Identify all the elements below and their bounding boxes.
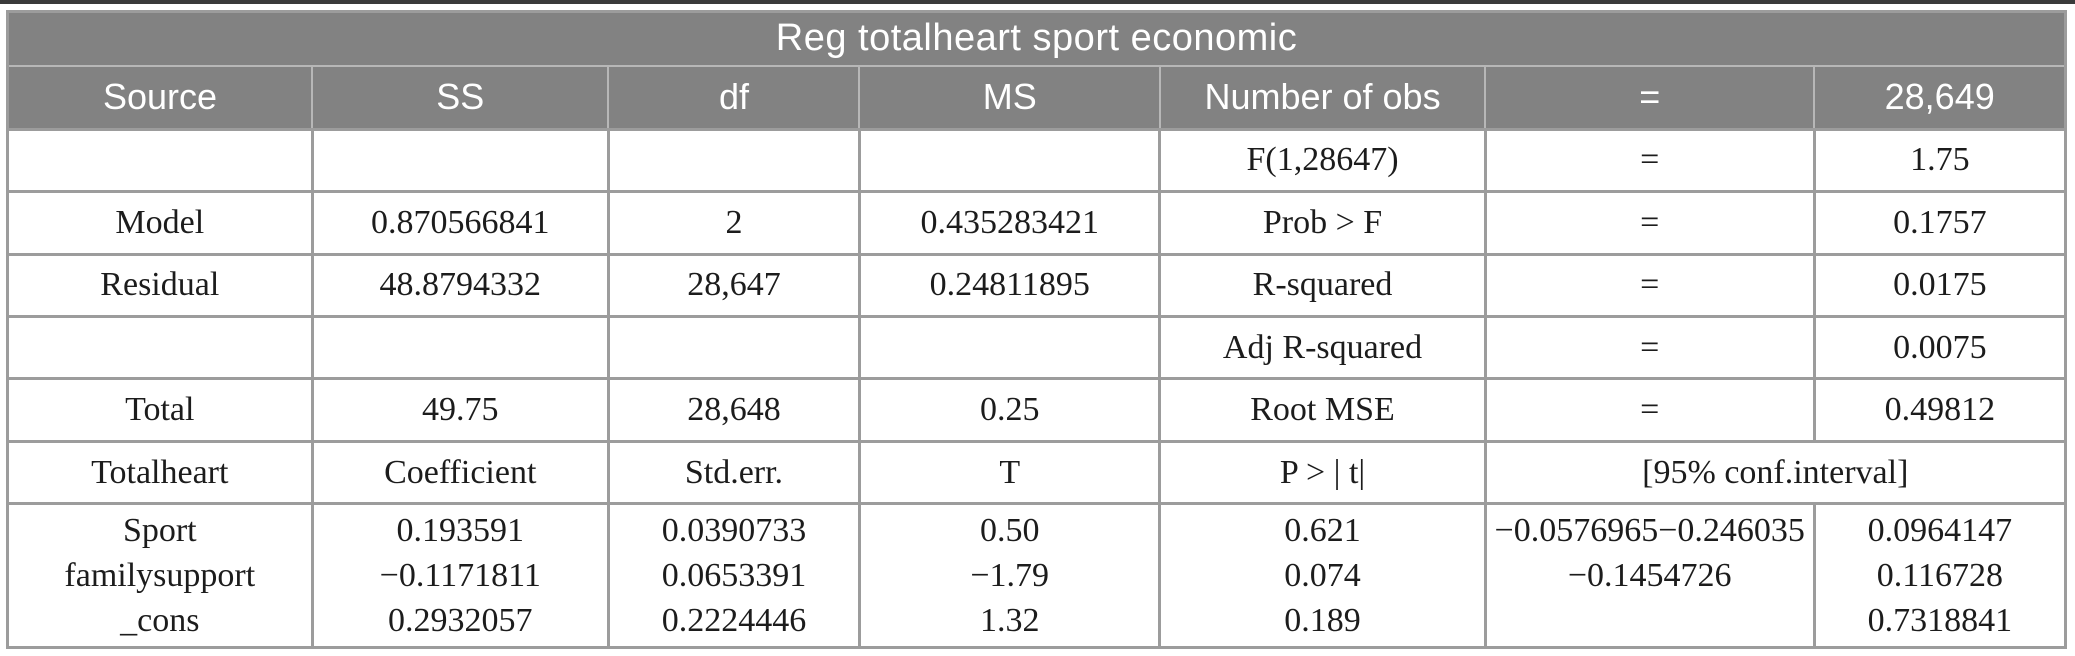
- col-header-obs-value: 28,649: [1813, 64, 2067, 131]
- cell-source: [6, 127, 314, 194]
- cell-stat-value: 0.1757: [1812, 190, 2068, 256]
- coef-header-row: Totalheart Coefficient Std.err. T P > | …: [6, 439, 2068, 506]
- coef-header-t: T: [857, 439, 1162, 506]
- p-value: 0.074: [1284, 557, 1361, 595]
- col-header-df: df: [607, 64, 861, 131]
- t-value: 0.50: [979, 512, 1040, 550]
- coef-value: 0.193591: [396, 512, 525, 550]
- table-row-adj-rsquared: Adj R-squared = 0.0075: [6, 314, 2068, 381]
- cell-equals: =: [1483, 252, 1816, 318]
- cell-stat-label: F(1,28647): [1158, 127, 1487, 194]
- cell-stat-value: 0.0075: [1812, 314, 2068, 381]
- coef-variable-name: familysupport: [64, 557, 256, 595]
- cell-source: Model: [6, 190, 314, 256]
- cell-equals: =: [1483, 377, 1816, 443]
- cell-df: [606, 314, 861, 381]
- conf-lower-value: −0.1454726: [1567, 557, 1732, 595]
- stderr-value: 0.0653391: [661, 557, 807, 595]
- coef-value: −0.1171811: [379, 557, 541, 595]
- cell-stat-label: Adj R-squared: [1158, 314, 1487, 381]
- cell-stat-value: 1.75: [1812, 127, 2068, 194]
- cell-equals: =: [1483, 127, 1816, 194]
- cell-df: 28,647: [606, 252, 861, 318]
- cell-ms: 0.24811895: [857, 252, 1162, 318]
- cell-ss: 0.870566841: [310, 190, 610, 256]
- cell-stat-value: 0.49812: [1812, 377, 2068, 443]
- cell-source: Total: [6, 377, 314, 443]
- regression-table: Reg totalheart sport economic Source SS …: [6, 10, 2068, 649]
- stderr-value: 0.0390733: [661, 512, 807, 550]
- conf-upper-value: 0.0964147: [1867, 512, 2013, 550]
- coef-header-depvar: Totalheart: [6, 439, 314, 506]
- table-row-fstat: F(1,28647) = 1.75: [6, 127, 2068, 194]
- cell-df: 2: [606, 190, 861, 256]
- cell-ss: [310, 314, 610, 381]
- cell-df: [606, 127, 861, 194]
- coef-header-conf-interval: [95% conf.interval]: [1483, 439, 2068, 506]
- cell-source: [6, 314, 314, 381]
- conf-lower-value: −0.0576965−0.246035: [1494, 512, 1805, 550]
- cell-ms: 0.25: [857, 377, 1162, 443]
- coef-variable-name: _cons: [120, 602, 200, 640]
- coefficient-block-row: Sport familysupport _cons 0.193591 −0.11…: [6, 502, 2068, 649]
- cell-stat-label: R-squared: [1158, 252, 1487, 318]
- cell-ms: [857, 314, 1162, 381]
- t-value: −1.79: [970, 557, 1050, 595]
- regression-table-container: Reg totalheart sport economic Source SS …: [6, 10, 2068, 649]
- coef-col-stderr: 0.0390733 0.0653391 0.2224446: [606, 502, 861, 649]
- conf-upper-value: 0.116728: [1876, 557, 2004, 595]
- top-rule-line: [0, 0, 2075, 4]
- col-header-ms: MS: [858, 64, 1161, 131]
- table-row-residual: Residual 48.8794332 28,647 0.24811895 R-…: [6, 252, 2068, 318]
- col-header-number-of-obs: Number of obs: [1158, 64, 1487, 131]
- coef-col-variable: Sport familysupport _cons: [6, 502, 314, 649]
- cell-equals: =: [1483, 314, 1816, 381]
- col-header-equals: =: [1484, 64, 1816, 131]
- cell-stat-label: Root MSE: [1158, 377, 1487, 443]
- table-title: Reg totalheart sport economic: [6, 10, 2067, 67]
- conf-lower-value: [1493, 598, 1807, 643]
- p-value: 0.189: [1284, 602, 1361, 640]
- cell-df: 28,648: [606, 377, 861, 443]
- t-value: 1.32: [979, 602, 1040, 640]
- cell-ss: [310, 127, 610, 194]
- table-row-total: Total 49.75 28,648 0.25 Root MSE = 0.498…: [6, 377, 2068, 443]
- coef-header-pvalue: P > | t|: [1158, 439, 1487, 506]
- cell-stat-label: Prob > F: [1158, 190, 1487, 256]
- cell-equals: =: [1483, 190, 1816, 256]
- cell-stat-value: 0.0175: [1812, 252, 2068, 318]
- coef-header-coefficient: Coefficient: [310, 439, 610, 506]
- coef-value: 0.2932057: [388, 602, 533, 640]
- coef-variable-name: Sport: [122, 512, 197, 550]
- cell-ss: 49.75: [310, 377, 610, 443]
- stderr-value: 0.2224446: [661, 602, 807, 640]
- cell-ms: 0.435283421: [857, 190, 1162, 256]
- coef-header-stderr: Std.err.: [606, 439, 861, 506]
- cell-source: Residual: [6, 252, 314, 318]
- coef-col-conf-upper: 0.0964147 0.116728 0.7318841: [1812, 502, 2068, 649]
- cell-ss: 48.8794332: [310, 252, 610, 318]
- coef-col-pvalue: 0.621 0.074 0.189: [1158, 502, 1487, 649]
- coef-col-t: 0.50 −1.79 1.32: [857, 502, 1162, 649]
- coef-col-coefficient: 0.193591 −0.1171811 0.2932057: [310, 502, 610, 649]
- table-row-model: Model 0.870566841 2 0.435283421 Prob > F…: [6, 190, 2068, 256]
- conf-upper-value: 0.7318841: [1867, 602, 2013, 640]
- p-value: 0.621: [1284, 512, 1361, 550]
- col-header-source: Source: [6, 64, 314, 131]
- column-header-row: Source SS df MS Number of obs = 28,649: [6, 64, 2067, 131]
- table-title-row: Reg totalheart sport economic: [6, 10, 2067, 67]
- cell-ms: [857, 127, 1162, 194]
- col-header-ss: SS: [311, 64, 610, 131]
- coef-col-conf-lower: −0.0576965−0.246035 −0.1454726: [1483, 502, 1816, 649]
